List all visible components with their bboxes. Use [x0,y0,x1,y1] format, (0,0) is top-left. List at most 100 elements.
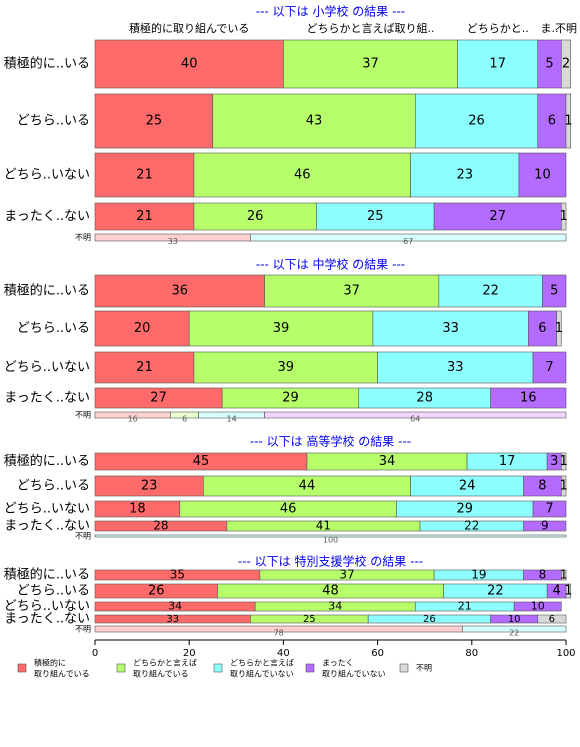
bar-segment [537,93,567,149]
segment-label: 67 [403,237,413,246]
bar-segment [193,202,317,231]
bar-segment [556,310,562,347]
segment-label: 21 [458,600,472,613]
column-label: 不明 [555,22,577,35]
bar-segment [250,233,567,242]
bar-segment [560,202,567,231]
row-label: どちら..いない [4,360,90,375]
segment-label: 37 [339,568,354,582]
legend-label: 取り組んでいる [34,669,90,679]
segment-label: 22 [487,584,504,599]
segment-label: 17 [489,57,506,72]
segment-label: 23 [456,168,473,183]
segment-label: 6 [182,415,187,424]
column-label: どちらかと言えば取り組.. [307,22,435,35]
bar-segment [283,39,458,89]
segment-label: 23 [141,479,158,494]
legend-label: 取り組んでいる [133,669,189,679]
panel-title: --- 以下は 特別支援学校 の結果 --- [238,554,423,569]
bar-segment [532,500,567,518]
segment-label: 10 [531,600,545,613]
segment-label: 28 [416,391,433,406]
segment-label: 33 [166,614,179,625]
panel-title: --- 以下は 中学校 の結果 --- [256,257,405,272]
bar-segment [537,614,567,624]
segment-label: 1 [564,114,572,129]
bar-segment [542,274,567,308]
bar-segment [528,310,557,347]
segment-label: 24 [459,479,476,494]
legend-swatch [116,663,126,673]
segment-label: 26 [423,614,436,625]
segment-label: 34 [379,454,396,469]
segment-label: 36 [172,284,189,299]
x-tick-label: 0 [92,648,98,659]
bar-segment [212,93,416,149]
x-tick-label: 20 [183,648,196,659]
column-label: どちらかと.. [467,22,529,35]
segment-label: 7 [545,502,553,517]
bar-segment [513,601,562,612]
segment-label: 37 [362,57,379,72]
segment-label: 21 [136,360,153,375]
row-label: 不明 [75,625,91,634]
segment-label: 27 [150,391,167,406]
segment-label: 64 [410,415,420,424]
segment-label: 10 [508,614,521,625]
segment-label: 1 [555,321,563,336]
segment-label: 100 [323,536,338,545]
panel-title: --- 以下は 高等学校 の結果 --- [250,434,411,449]
segment-label: 18 [129,502,146,517]
segment-label: 1 [560,479,568,494]
segment-label: 27 [489,209,506,224]
bar-segment [462,625,567,633]
segment-label: 35 [170,568,185,582]
segment-label: 3 [550,454,558,469]
segment-label: 2 [562,57,570,72]
bar-segment [94,202,195,231]
row-label: 積極的に..いる [4,567,90,583]
segment-label: 16 [520,391,537,406]
bar-segment [316,202,435,231]
x-tick-label: 40 [277,648,290,659]
segment-label: 25 [303,614,316,625]
segment-label: 6 [549,614,555,625]
segment-label: 1 [560,568,568,582]
bar-segment [264,411,567,419]
segment-label: 37 [343,284,360,299]
segment-label: 5 [550,284,558,299]
segment-label: 21 [136,168,153,183]
segment-label: 22 [482,284,499,299]
row-label: まったく..ない [4,519,90,534]
segment-label: 1 [560,209,568,224]
segment-label: 28 [153,519,168,533]
bar-segment [414,93,539,149]
bar-segment [94,310,190,347]
row-label: 積極的に..いる [4,56,90,72]
segment-label: 33 [447,360,464,375]
segment-label: 6 [538,321,546,336]
segment-label: 39 [277,360,294,375]
legend-swatch [399,663,409,673]
segment-label: 9 [541,519,549,533]
legend-label: 取り組んでいない [230,669,294,679]
segment-label: 26 [468,114,485,129]
bar-segment [565,583,572,599]
segment-label: 19 [471,568,486,582]
legend-swatch [305,663,315,673]
bar-segment [560,569,567,581]
segment-label: 33 [168,237,178,246]
bar-segment [94,274,265,308]
segment-label: 4 [552,584,560,599]
row-label: 積極的に..いる [4,283,90,299]
segment-label: 29 [456,502,473,517]
bar-segment [457,39,539,89]
segment-label: 44 [299,479,316,494]
segment-label: 34 [168,600,182,613]
bar-segment [433,202,562,231]
segment-label: 43 [306,114,323,129]
legend-label: 積極的に [34,658,66,668]
bar-segment [560,475,567,497]
segment-label: 21 [136,209,153,224]
